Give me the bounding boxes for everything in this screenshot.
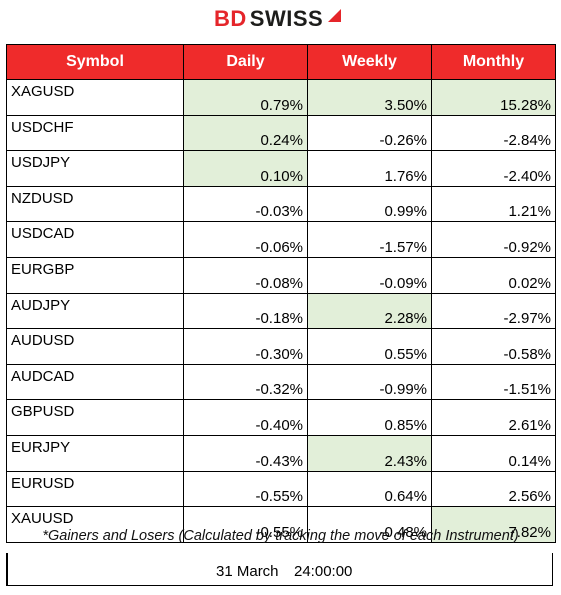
logo-arrow-icon: [328, 9, 342, 22]
header-symbol: Symbol: [6, 44, 184, 80]
weekly-change-cell: -1.57%: [307, 221, 432, 258]
daily-change-cell: -0.03%: [183, 185, 308, 223]
weekly-change-cell: 3.50%: [307, 79, 432, 116]
daily-change-cell: -0.55%: [183, 470, 308, 508]
symbol-cell: USDCHF: [6, 114, 184, 152]
monthly-change-cell: 15.28%: [431, 79, 556, 116]
logo-text-swiss: SWISS: [249, 6, 324, 31]
weekly-change-cell: 2.43%: [307, 434, 432, 472]
monthly-change-cell: -2.97%: [431, 292, 556, 330]
symbol-cell: AUDCAD: [6, 363, 184, 401]
monthly-change-cell: -1.51%: [431, 363, 556, 401]
monthly-change-cell: 7.82%: [431, 506, 556, 543]
symbol-cell: AUDUSD: [6, 328, 184, 365]
monthly-change-cell: -0.92%: [431, 221, 556, 258]
header-monthly: Monthly: [431, 44, 556, 80]
date-label: 31 March: [216, 563, 279, 580]
header-weekly: Weekly: [307, 44, 432, 80]
daily-change-cell: -0.30%: [183, 328, 308, 365]
weekly-change-cell: -0.26%: [307, 114, 432, 152]
symbol-cell: EURGBP: [6, 256, 184, 294]
daily-change-cell: 0.10%: [183, 150, 308, 187]
daily-change-cell: -0.18%: [183, 292, 308, 330]
symbol-cell: AUDJPY: [6, 292, 184, 330]
table-row: USDJPY 0.10% 1.76% -2.40%: [6, 150, 556, 187]
daily-change-cell: -0.32%: [183, 363, 308, 401]
weekly-change-cell: 0.99%: [307, 185, 432, 223]
header-row: Symbol Daily Weekly Monthly: [6, 44, 556, 80]
symbol-cell: USDJPY: [6, 150, 184, 187]
table-row: EURJPY -0.43% 2.43% 0.14%: [6, 434, 556, 472]
symbol-cell: XAUUSD: [6, 506, 184, 543]
bdswiss-logo: BD SWISS: [214, 6, 343, 32]
performance-table: Symbol Daily Weekly Monthly XAGUSD 0.79% 3…: [6, 44, 556, 543]
daily-change-cell: 0.79%: [183, 79, 308, 116]
weekly-change-cell: -0.99%: [307, 363, 432, 401]
weekly-change-cell: 0.55%: [307, 328, 432, 365]
table-row: XAUUSD -0.55% -0.48% 7.82%: [6, 506, 556, 543]
monthly-change-cell: 0.14%: [431, 434, 556, 472]
table-row: AUDUSD -0.30% 0.55% -0.58%: [6, 328, 556, 365]
monthly-change-cell: -2.40%: [431, 150, 556, 187]
timestamp-box: 31 March 24:00:00: [6, 553, 553, 586]
symbol-cell: XAGUSD: [6, 79, 184, 116]
daily-change-cell: -0.43%: [183, 434, 308, 472]
table-row: USDCAD -0.06% -1.57% -0.92%: [6, 221, 556, 258]
table-row: XAGUSD 0.79% 3.50% 15.28%: [6, 79, 556, 116]
daily-change-cell: -0.55%: [183, 506, 308, 543]
weekly-change-cell: -0.09%: [307, 256, 432, 294]
weekly-change-cell: 1.76%: [307, 150, 432, 187]
monthly-change-cell: 0.02%: [431, 256, 556, 294]
monthly-change-cell: -2.84%: [431, 114, 556, 152]
table-row: USDCHF 0.24% -0.26% -2.84%: [6, 114, 556, 152]
left-divider: [7, 553, 8, 585]
weekly-change-cell: 0.85%: [307, 399, 432, 436]
symbol-cell: GBPUSD: [6, 399, 184, 436]
daily-change-cell: -0.08%: [183, 256, 308, 294]
logo-text-bd: BD: [214, 6, 247, 31]
symbol-cell: USDCAD: [6, 221, 184, 258]
weekly-change-cell: 2.28%: [307, 292, 432, 330]
daily-change-cell: 0.24%: [183, 114, 308, 152]
monthly-change-cell: 2.56%: [431, 470, 556, 508]
time-label: 24:00:00: [294, 563, 353, 580]
footnote: *Gainers and Losers (Calculated by track…: [42, 528, 519, 544]
symbol-cell: EURUSD: [6, 470, 184, 508]
header-daily: Daily: [183, 44, 308, 80]
weekly-change-cell: 0.64%: [307, 470, 432, 508]
monthly-change-cell: -0.58%: [431, 328, 556, 365]
table-row: EURUSD -0.55% 0.64% 2.56%: [6, 470, 556, 508]
monthly-change-cell: 1.21%: [431, 185, 556, 223]
table-row: AUDJPY -0.18% 2.28% -2.97%: [6, 292, 556, 330]
symbol-cell: NZDUSD: [6, 185, 184, 223]
table-row: NZDUSD -0.03% 0.99% 1.21%: [6, 185, 556, 223]
table-row: GBPUSD -0.40% 0.85% 2.61%: [6, 399, 556, 436]
symbol-cell: EURJPY: [6, 434, 184, 472]
daily-change-cell: -0.40%: [183, 399, 308, 436]
monthly-change-cell: 2.61%: [431, 399, 556, 436]
table-row: EURGBP -0.08% -0.09% 0.02%: [6, 256, 556, 294]
daily-change-cell: -0.06%: [183, 221, 308, 258]
table-row: AUDCAD -0.32% -0.99% -1.51%: [6, 363, 556, 401]
